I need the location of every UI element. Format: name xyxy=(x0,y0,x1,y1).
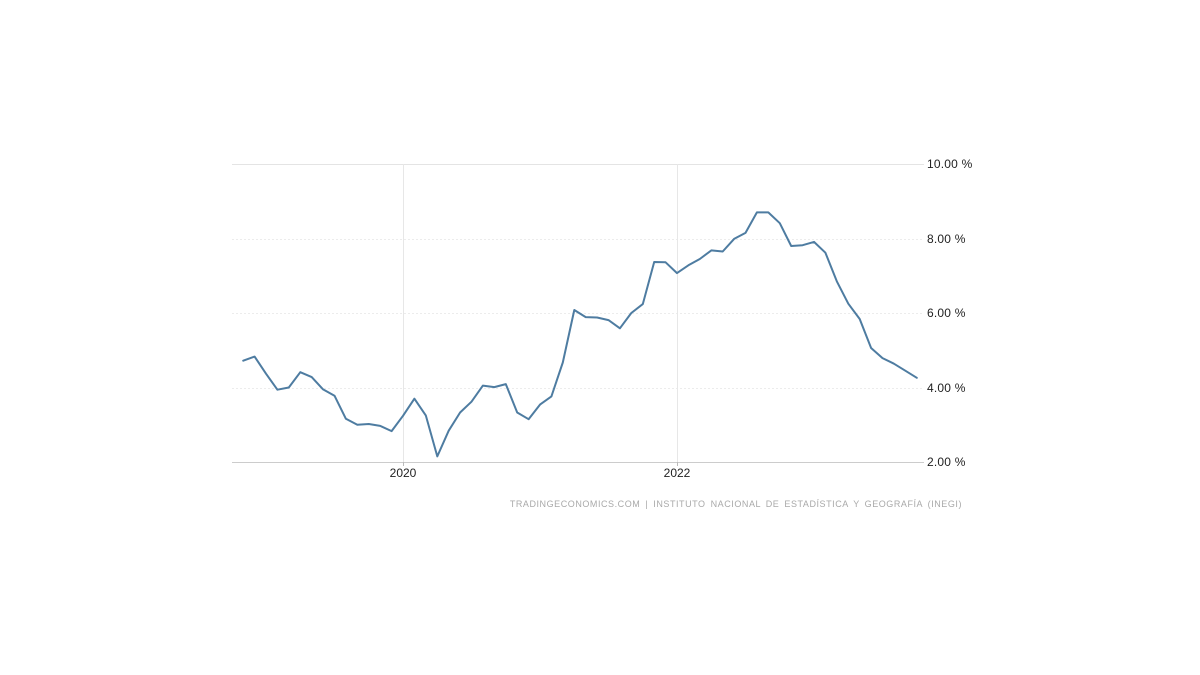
x-axis-label: 2020 xyxy=(389,466,417,480)
y-axis-label: 2.00 % xyxy=(927,455,966,469)
y-axis-label: 4.00 % xyxy=(927,380,966,395)
y-axis-label: 10.00 % xyxy=(927,157,973,171)
source-attribution: TRADINGECONOMICS.COM | INSTITUTO NACIONA… xyxy=(509,499,962,509)
y-axis-label: 6.00 % xyxy=(927,306,966,320)
y-axis-label: 8.00 % xyxy=(927,231,966,246)
inflation-rate-line-series[interactable] xyxy=(242,211,918,458)
x-axis-label: 2022 xyxy=(663,466,691,480)
